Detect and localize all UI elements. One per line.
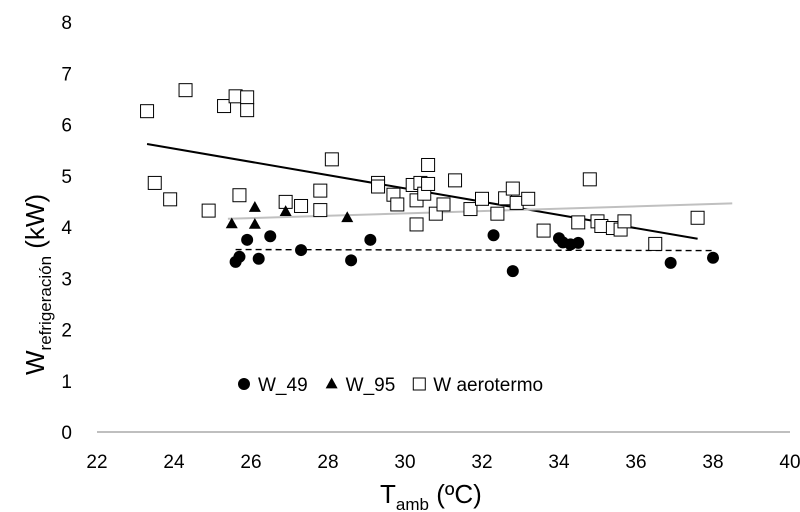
x-tick-label: 28 (317, 452, 338, 473)
y-tick-label: 5 (61, 167, 72, 188)
data-point-w-aerotermo (313, 203, 328, 218)
data-point-w-49 (345, 254, 358, 267)
data-point-w-aerotermo (324, 152, 339, 167)
x-axis-title-main: T (380, 479, 396, 509)
data-point-w-aerotermo (617, 214, 632, 229)
data-point-w-aerotermo (582, 172, 597, 187)
data-point-w-aerotermo (536, 223, 551, 238)
x-axis-title-sub: amb (396, 495, 429, 512)
data-point-w-aerotermo (463, 202, 478, 217)
y-tick-labels: 0 1 2 3 4 5 6 7 8 (61, 13, 72, 444)
x-tick-label: 32 (471, 452, 492, 473)
data-point-w-aerotermo (140, 104, 155, 119)
data-point-w-aerotermo (690, 210, 705, 225)
x-tick-label: 36 (625, 452, 646, 473)
data-point-w-49 (264, 230, 277, 243)
trendline-w-49 (235, 248, 714, 252)
data-point-w-49 (506, 265, 519, 278)
y-axis-title-sub: refrigeración (36, 256, 55, 351)
x-tick-label: 38 (702, 452, 723, 473)
y-tick-label: 7 (61, 64, 72, 85)
data-point-w-95 (248, 201, 261, 212)
x-tick-labels: 22 24 26 28 30 32 34 36 38 40 (86, 452, 800, 473)
data-point-w-95 (341, 211, 354, 223)
y-tick-label: 6 (61, 116, 72, 137)
data-point-w-49 (233, 250, 246, 263)
y-axis-title-main: W (20, 350, 50, 375)
y-tick-label: 1 (61, 372, 72, 393)
data-points (140, 83, 719, 278)
y-tick-label: 8 (61, 13, 72, 34)
x-axis-title-unit: (ºC) (429, 479, 482, 509)
legend-marker-triangle (325, 377, 338, 389)
data-point-w-aerotermo (240, 90, 255, 105)
data-point-w-aerotermo (371, 179, 386, 194)
y-tick-label: 3 (61, 269, 72, 290)
data-point-w-aerotermo (490, 206, 505, 221)
trendline-w-95 (227, 202, 733, 220)
x-tick-label: 22 (86, 452, 107, 473)
data-point-w-49 (487, 229, 500, 242)
data-point-w-aerotermo (421, 176, 436, 191)
legend-marker-square (412, 377, 426, 391)
data-point-w-aerotermo (163, 192, 178, 207)
data-point-w-aerotermo (421, 157, 436, 172)
data-point-w-aerotermo (232, 188, 247, 203)
data-point-w-aerotermo (201, 203, 216, 218)
data-point-w-aerotermo (448, 173, 463, 188)
data-point-w-95 (248, 217, 261, 229)
data-point-w-aerotermo (240, 103, 255, 118)
data-point-w-aerotermo (178, 83, 193, 98)
legend-label: W_95 (346, 375, 396, 396)
x-tick-label: 40 (779, 452, 800, 473)
x-tick-label: 34 (548, 452, 570, 473)
data-point-w-aerotermo (294, 198, 309, 213)
data-point-w-aerotermo (409, 217, 424, 232)
data-point-w-aerotermo (594, 218, 609, 233)
data-point-w-aerotermo (217, 99, 232, 114)
data-point-w-aerotermo (313, 183, 328, 198)
data-point-w-aerotermo (521, 191, 536, 206)
x-tick-label: 24 (163, 452, 185, 473)
data-point-w-aerotermo (390, 197, 405, 212)
legend-item: W_95 (325, 375, 396, 396)
x-tick-label: 26 (240, 452, 261, 473)
data-point-w-aerotermo (436, 197, 451, 212)
legend-item: W_49 (238, 375, 308, 396)
data-point-w-49 (295, 244, 308, 257)
data-point-w-49 (707, 251, 719, 264)
y-axis-title: Wrefrigeración (kW) (20, 194, 55, 375)
y-tick-label: 0 (61, 423, 72, 444)
y-axis-title-unit: (kW) (20, 194, 50, 256)
x-tick-label: 30 (394, 452, 415, 473)
data-point-w-95 (279, 205, 292, 216)
data-point-w-49 (572, 236, 585, 249)
data-point-w-49 (241, 233, 254, 246)
data-point-w-aerotermo (648, 236, 663, 251)
data-point-w-aerotermo (571, 215, 586, 230)
plot-area (97, 83, 790, 433)
legend-marker-circle (238, 378, 250, 390)
data-point-w-aerotermo (147, 175, 162, 190)
y-tick-label: 4 (61, 218, 72, 239)
y-tick-label: 2 (61, 321, 72, 342)
legend-label: W_49 (258, 375, 308, 396)
data-point-w-49 (252, 252, 265, 265)
data-point-w-aerotermo (475, 191, 489, 206)
data-point-w-49 (664, 256, 677, 269)
data-point-w-49 (364, 233, 377, 246)
data-point-w-aerotermo (505, 181, 520, 196)
legend-item: W aerotermo (412, 375, 543, 396)
data-point-w-95 (225, 217, 238, 229)
legend-label: W aerotermo (433, 375, 543, 396)
x-axis-title: Tamb (ºC) (380, 479, 482, 512)
legend: W_49 W_95 W aerotermo (238, 375, 543, 396)
